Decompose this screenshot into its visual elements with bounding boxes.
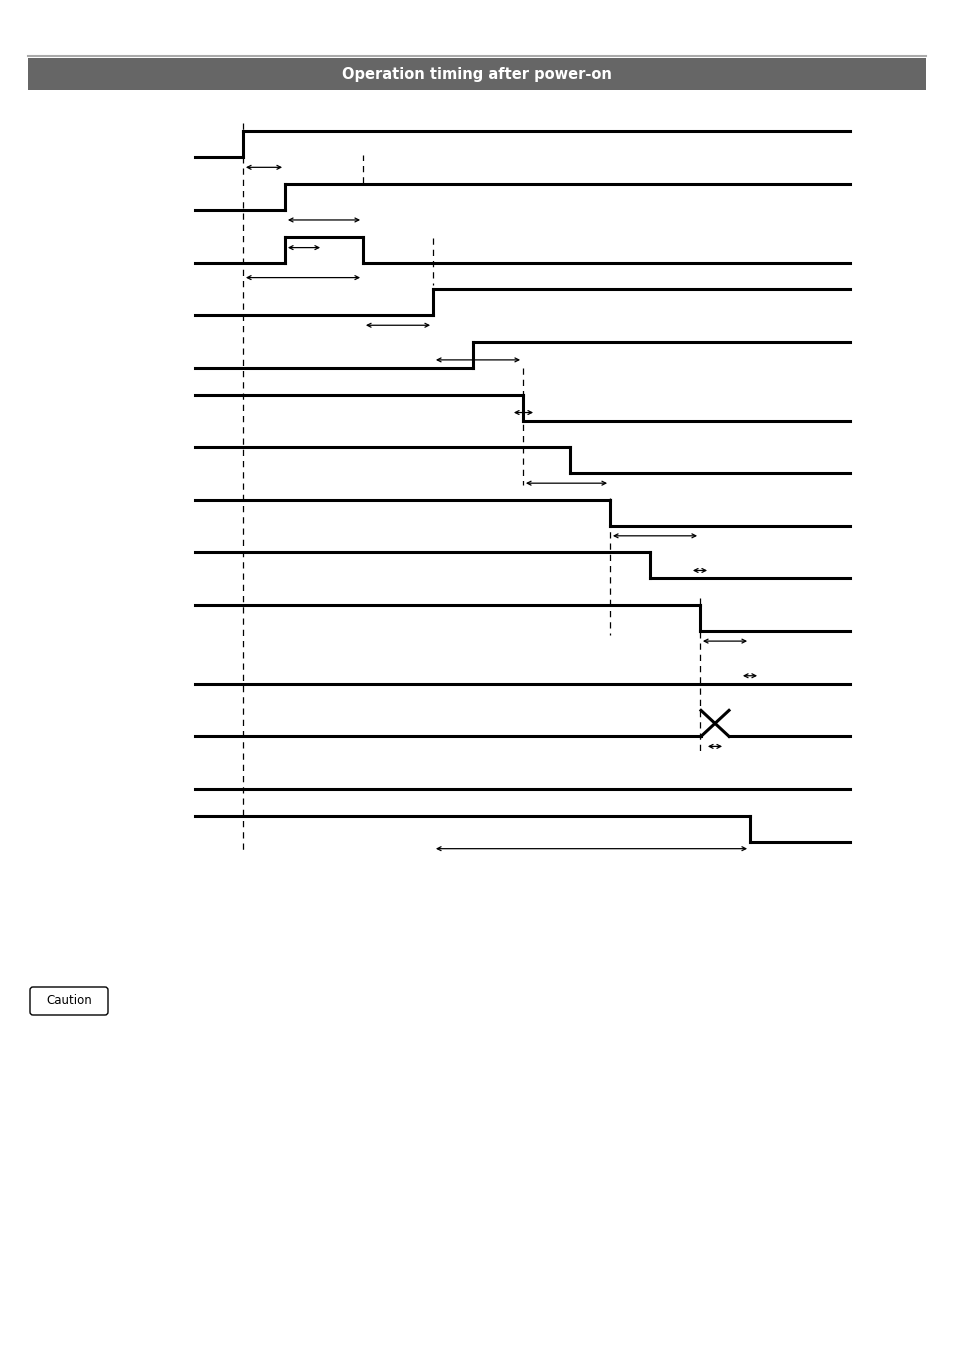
Text: Operation timing after power-on: Operation timing after power-on — [342, 66, 611, 81]
FancyBboxPatch shape — [30, 988, 108, 1015]
Bar — [28, 58, 925, 91]
Text: Caution: Caution — [46, 994, 91, 1008]
